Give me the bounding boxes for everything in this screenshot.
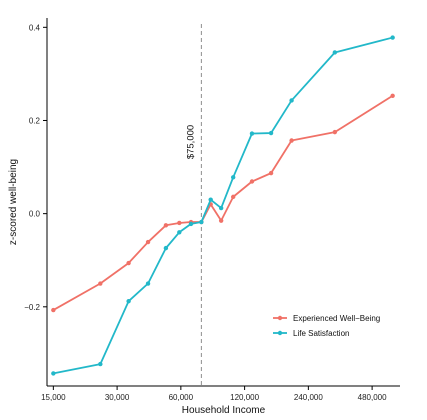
legend-label-0: Experienced Well−Being [293,314,380,323]
series-0-point-2 [126,260,131,266]
x-tick-label-0: 15,000 [41,393,66,402]
series-0-point-13 [289,138,294,143]
series-0-point-0 [51,307,56,313]
series-1-point-0 [51,371,56,376]
reference-layer: $75,000 [185,24,202,386]
series-1-point-7 [199,219,204,225]
series-0-point-1 [98,281,103,286]
series-1-point-3 [145,281,151,286]
x-tick-label-1: 30,000 [105,393,130,402]
series-1-point-8 [208,197,213,202]
series-1-point-2 [126,299,131,304]
series-1-point-5 [177,230,182,235]
series-0-point-9 [218,218,224,223]
x-tick-label-3: 120,000 [230,393,259,402]
series-1-point-6 [188,221,194,227]
series-0-point-3 [145,239,151,245]
y-tick-label-3: 0.4 [29,23,41,32]
series-1-point-15 [390,35,395,40]
series-line-1 [52,36,394,375]
x-tick-label-4: 240,000 [294,393,323,402]
series-0-point-14 [332,129,338,135]
series-0-point-4 [163,223,169,228]
legend-label-1: Life Satisfaction [293,329,349,338]
series-0-point-12 [268,170,274,176]
series-1-point-12 [268,130,274,136]
series-0-point-5 [177,220,182,226]
y-tick-label-1: 0.0 [29,210,41,219]
series-1-point-11 [249,131,255,136]
legend: Experienced Well−Being Life Satisfaction [273,314,380,338]
annotation-label: $75,000 [185,125,196,159]
legend-marker-1 [277,330,283,336]
series-1-point-4 [163,245,169,251]
y-tick-label-0: −0.2 [24,303,40,312]
axes-layer: −0.2 0.0 0.2 0.4 15,000 30,000 60,000 120,000 24… [8,18,400,416]
series-1-point-9 [218,205,224,211]
y-tick-label-2: 0.2 [29,116,41,125]
legend-marker-0 [277,315,283,321]
series-0-point-10 [230,194,236,200]
series-1-point-1 [98,361,103,367]
series-1-point-10 [230,175,236,180]
series-1-point-13 [289,98,294,103]
series-0-point-15 [390,93,395,98]
x-tick-label-5: 480,000 [358,393,387,402]
series-layer [51,35,395,376]
x-tick-label-2: 60,000 [169,393,194,402]
series-0-point-11 [249,179,255,184]
series-1-point-14 [332,50,338,55]
x-axis-title: Household Income [182,405,266,416]
y-axis-title: z-scored well-being [8,159,19,245]
